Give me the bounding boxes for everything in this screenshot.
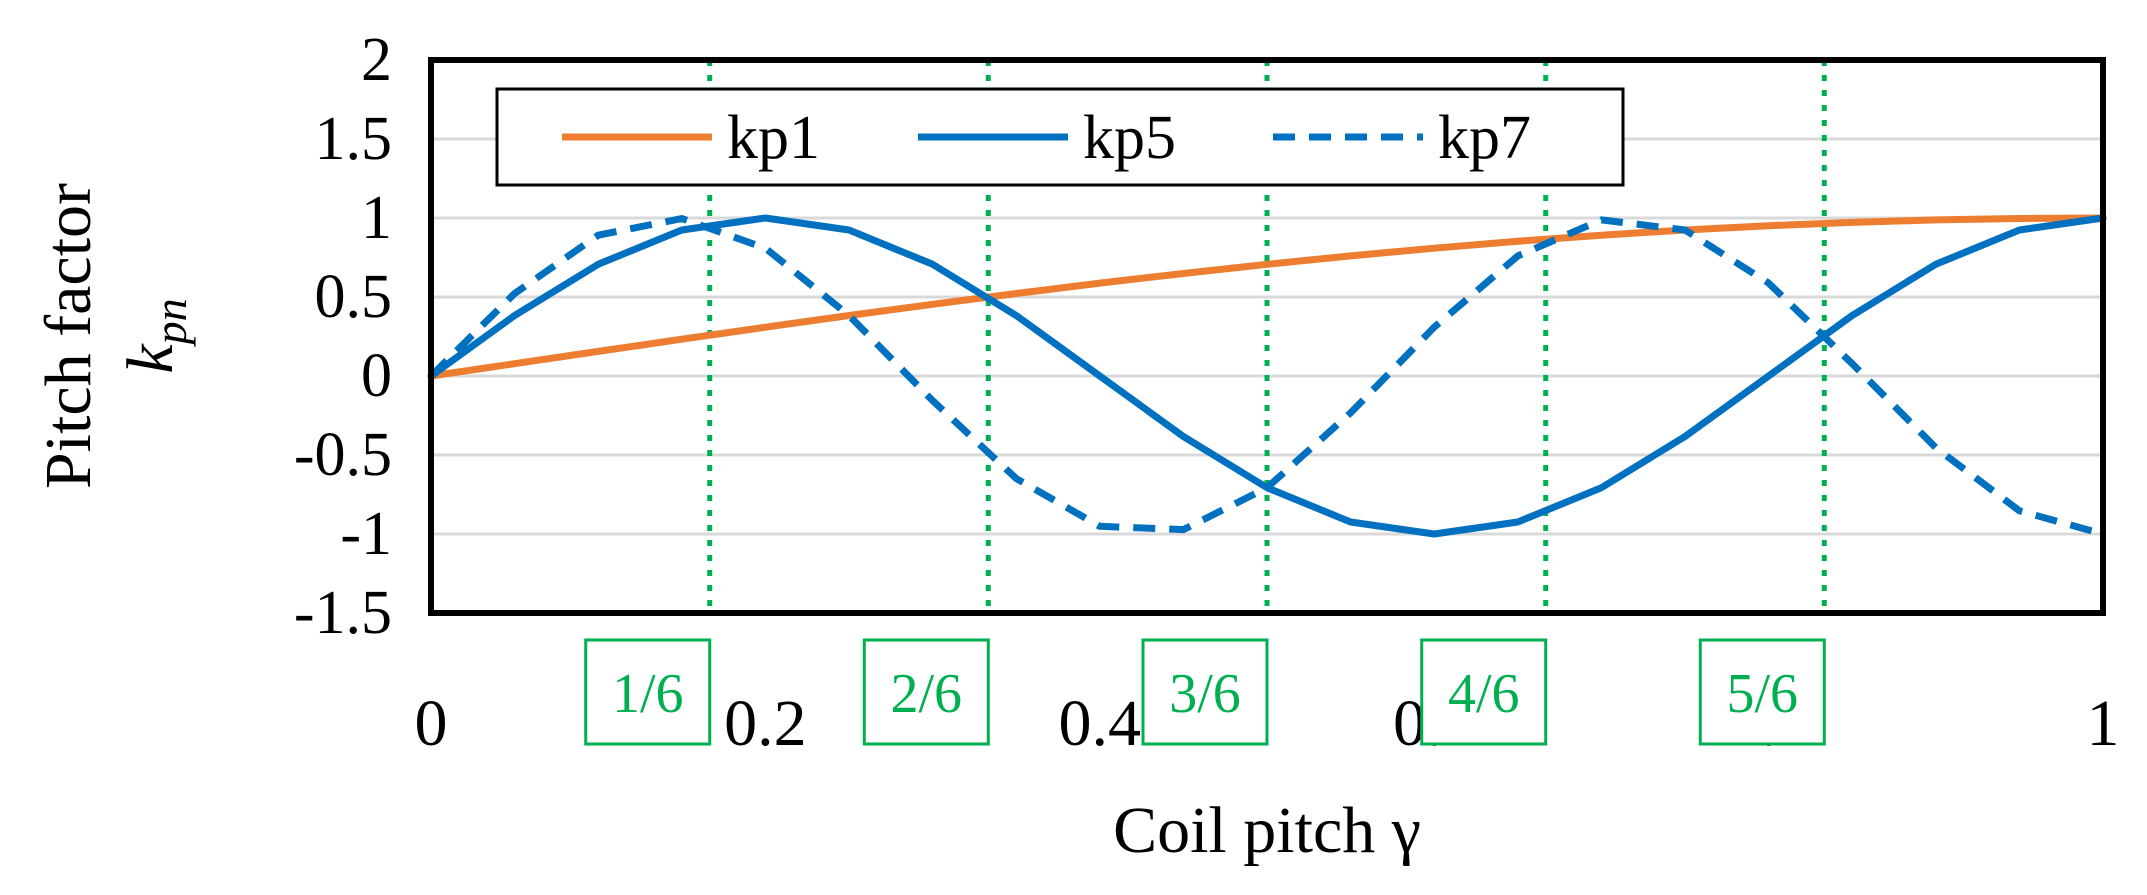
y-tick-label: -1 (340, 500, 392, 568)
x-tick-label: 0.2 (724, 687, 807, 760)
annotation-label: 4/6 (1448, 663, 1520, 725)
y-tick-label: -1.5 (294, 579, 392, 647)
y-tick-label: 1.5 (315, 105, 393, 173)
y-tick-labels: 2 1.5 1 0.5 0 -0.5 -1 -1.5 (294, 26, 392, 647)
reference-annotations: 1/6 2/6 3/6 4/6 5/6 (584, 638, 1826, 746)
y-axis-symbol-subscript: pn (145, 298, 196, 347)
annotation-label: 5/6 (1726, 663, 1798, 725)
annotation-box (862, 638, 990, 746)
annotation-box (1698, 638, 1826, 746)
annotation-label: 3/6 (1169, 663, 1241, 725)
annotation-box (1420, 638, 1548, 746)
x-tick-label: 0 (415, 687, 448, 760)
series-line-kp1 (427, 214, 2107, 380)
legend: kp1 kp5 kp7 (495, 87, 1625, 187)
y-tick-label: 2 (361, 26, 392, 94)
y-tick-label: -0.5 (294, 421, 392, 489)
x-tick-label: 0.4 (1059, 687, 1142, 760)
y-tick-label: 1 (361, 184, 392, 252)
y-axis-symbol-k: k (114, 343, 187, 374)
legend-label-kp1: kp1 (727, 104, 820, 172)
series-line-kp7 (428, 215, 2104, 538)
annotation-box (1141, 638, 1269, 746)
y-tick-label: 0.5 (315, 263, 393, 331)
legend-label-kp7: kp7 (1438, 104, 1531, 172)
y-axis-symbol: kpn (114, 298, 196, 373)
annotation-label: 1/6 (612, 663, 684, 725)
legend-label-kp5: kp5 (1083, 104, 1176, 172)
annotation-label: 2/6 (890, 663, 962, 725)
x-tick-label: 1 (2087, 687, 2120, 760)
y-axis-title: Pitch factor (32, 183, 105, 489)
y-tick-label: 0 (361, 342, 392, 410)
plot-frame (428, 57, 2106, 616)
annotation-box (584, 638, 712, 746)
x-axis-title: Coil pitch γ (1113, 794, 1421, 867)
series-lines (427, 214, 2107, 538)
